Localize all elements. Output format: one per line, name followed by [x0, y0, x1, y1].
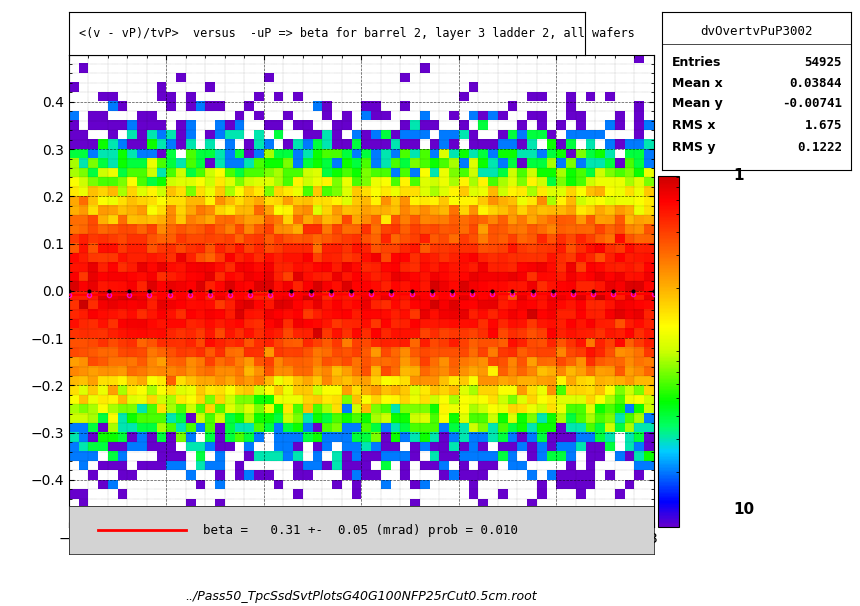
Text: 0.1222: 0.1222 [797, 141, 842, 154]
Text: 1.675: 1.675 [804, 119, 842, 132]
Text: -0.00741: -0.00741 [782, 97, 842, 110]
Text: dvOvertvPuP3002: dvOvertvPuP3002 [701, 25, 813, 38]
Text: 1: 1 [733, 168, 744, 183]
Text: Mean x: Mean x [672, 76, 722, 90]
Text: beta =   0.31 +-  0.05 (mrad) prob = 0.010: beta = 0.31 +- 0.05 (mrad) prob = 0.010 [203, 524, 519, 537]
Text: 0.03844: 0.03844 [789, 76, 842, 90]
Text: Mean y: Mean y [672, 97, 722, 110]
Text: <(v - vP)/tvP>  versus  -uP => beta for barrel 2, layer 3 ladder 2, all wafers: <(v - vP)/tvP> versus -uP => beta for ba… [79, 27, 635, 40]
Text: 10: 10 [733, 502, 754, 517]
Text: RMS y: RMS y [672, 141, 716, 154]
Text: 54925: 54925 [804, 56, 842, 69]
Text: RMS x: RMS x [672, 119, 716, 132]
Text: Entries: Entries [672, 56, 721, 69]
Text: ../Pass50_TpcSsdSvtPlotsG40G100NFP25rCut0.5cm.root: ../Pass50_TpcSsdSvtPlotsG40G100NFP25rCut… [186, 590, 537, 603]
